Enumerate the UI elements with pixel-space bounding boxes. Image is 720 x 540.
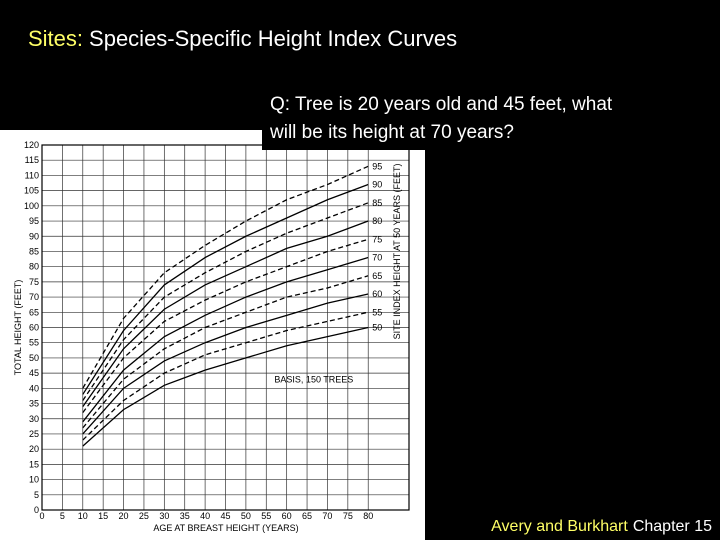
series-label: 80 xyxy=(372,216,382,226)
curve xyxy=(82,311,369,441)
series-label: 60 xyxy=(372,289,382,299)
x-tick-label: 75 xyxy=(343,511,353,521)
x-tick-label: 5 xyxy=(60,511,65,521)
question-line: will be its height at 70 years? xyxy=(269,122,514,143)
x-tick-label: 20 xyxy=(119,511,129,521)
series-label: 95 xyxy=(372,161,382,171)
question-box xyxy=(262,85,720,150)
y-tick-label: 40 xyxy=(29,383,39,393)
title-text: Species-Specific Height Index Curves xyxy=(89,26,457,51)
curve xyxy=(82,293,369,435)
curve xyxy=(82,165,369,389)
slide-title: Sites: Species-Specific Height Index Curv… xyxy=(28,26,457,51)
y-tick-label: 0 xyxy=(34,505,39,515)
y2-axis-title: SITE INDEX HEIGHT AT 50 YEARS (FEET) xyxy=(392,164,402,340)
y-tick-label: 20 xyxy=(29,444,39,454)
y-tick-label: 120 xyxy=(24,140,39,150)
credit-source: Avery and Burkhart xyxy=(491,518,628,535)
y-tick-label: 95 xyxy=(29,216,39,226)
y-axis-title: TOTAL HEIGHT (FEET) xyxy=(13,280,23,376)
x-tick-label: 40 xyxy=(200,511,210,521)
x-tick-label: 30 xyxy=(159,511,169,521)
credit-chapter: Chapter 15 xyxy=(633,518,712,535)
title-prefix: Sites: xyxy=(28,26,83,51)
y-tick-label: 90 xyxy=(29,231,39,241)
curve xyxy=(82,256,369,423)
x-tick-label: 65 xyxy=(302,511,312,521)
y-tick-label: 30 xyxy=(29,414,39,424)
series-label: 70 xyxy=(372,253,382,263)
y-tick-label: 100 xyxy=(24,201,39,211)
y-tick-label: 75 xyxy=(29,277,39,287)
y-tick-label: 50 xyxy=(29,353,39,363)
y-tick-label: 10 xyxy=(29,475,39,485)
y-tick-label: 80 xyxy=(29,262,39,272)
series-label: 50 xyxy=(372,323,382,333)
y-tick-label: 15 xyxy=(29,459,39,469)
curve xyxy=(82,275,369,429)
question-line: Q: Tree is 20 years old and 45 feet, wha… xyxy=(270,94,613,115)
y-tick-label: 110 xyxy=(25,170,39,180)
y-tick-label: 45 xyxy=(29,368,39,378)
y-tick-label: 5 xyxy=(34,490,39,500)
x-tick-label: 0 xyxy=(39,511,44,521)
series-label: 90 xyxy=(372,180,382,190)
y-tick-label: 70 xyxy=(29,292,39,302)
y-tick-label: 105 xyxy=(24,186,39,196)
x-tick-label: 45 xyxy=(220,511,230,521)
series-label: 85 xyxy=(372,198,382,208)
plot-frame xyxy=(41,144,410,511)
y-tick-label: 85 xyxy=(29,246,39,256)
plot: 0510152025303540455055606570758085909510… xyxy=(13,140,410,533)
x-tick-label: 50 xyxy=(241,511,251,521)
x-tick-label: 15 xyxy=(98,511,108,521)
x-tick-label: 10 xyxy=(78,511,88,521)
y-tick-label: 60 xyxy=(29,323,39,333)
x-axis-title: AGE AT BREAST HEIGHT (YEARS) xyxy=(153,523,298,533)
series-label: 75 xyxy=(372,234,382,244)
x-tick-label: 55 xyxy=(261,511,271,521)
x-tick-label: 25 xyxy=(139,511,149,521)
y-tick-label: 65 xyxy=(29,307,39,317)
series-label: 65 xyxy=(372,271,382,281)
y-tick-label: 115 xyxy=(25,155,39,165)
x-tick-label: 35 xyxy=(180,511,190,521)
curve xyxy=(82,220,369,407)
curve xyxy=(82,183,369,395)
curve xyxy=(82,202,369,401)
x-tick-label: 60 xyxy=(282,511,292,521)
y-tick-label: 25 xyxy=(29,429,39,439)
annotation: BASIS, 150 TREES xyxy=(274,374,353,384)
curve xyxy=(82,326,369,447)
x-tick-label: 80 xyxy=(363,511,373,521)
x-tick-label: 70 xyxy=(322,511,332,521)
y-tick-label: 55 xyxy=(29,338,39,348)
chart-panel xyxy=(0,130,425,540)
series-label: 55 xyxy=(372,307,382,317)
y-tick-label: 35 xyxy=(29,399,39,409)
credit: Avery and Burkhart Chapter 15 xyxy=(491,518,712,535)
